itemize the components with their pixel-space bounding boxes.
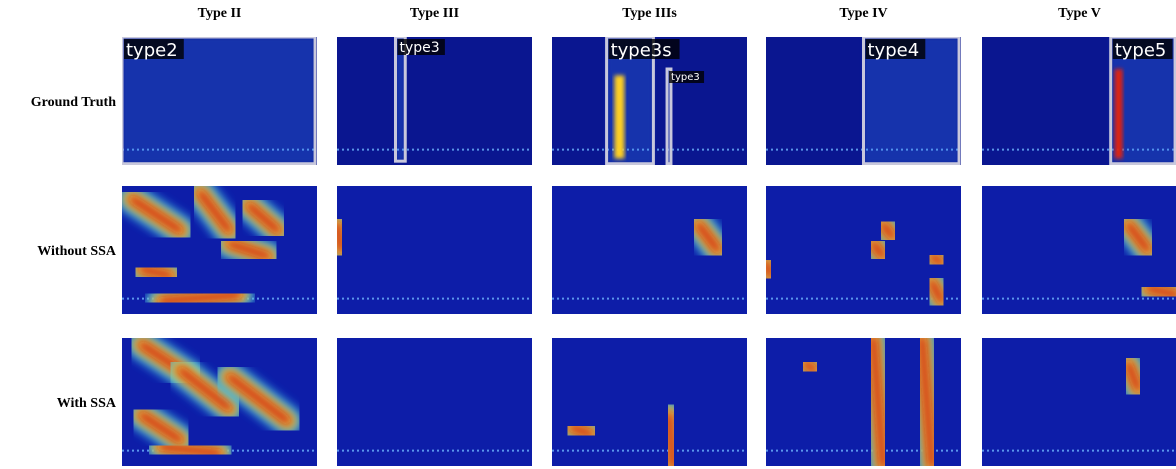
heatmap-panel: type3 (337, 37, 532, 165)
heatmap-panel: type2 (122, 37, 317, 165)
heatmap-panel (982, 186, 1176, 314)
column-header: Type II (198, 6, 242, 21)
annotation-label: type2 (126, 40, 178, 61)
row-label: Without SSA (37, 244, 117, 259)
annotation-box (394, 37, 407, 163)
annotation-box (665, 67, 673, 165)
column-header: Type IIIs (622, 6, 677, 21)
annotation-box (1109, 37, 1176, 165)
column-header: Type V (1058, 6, 1101, 21)
heatmap-panel (766, 186, 961, 314)
heatmap-panel (982, 338, 1176, 466)
heatmap-panel (337, 186, 532, 314)
column-header: Type IV (839, 6, 887, 21)
annotation-label: type3s (611, 40, 672, 61)
heatmap-panel (552, 186, 747, 314)
annotation-label: type4 (868, 40, 920, 61)
heatmap-panel: type4 (766, 37, 961, 165)
heatmap-panel (552, 338, 747, 466)
annotation-label: type3 (400, 40, 440, 56)
row-label: With SSA (57, 396, 117, 411)
row-label: Ground Truth (31, 95, 116, 110)
annotation-box (862, 37, 961, 165)
heatmap-panel (122, 338, 317, 466)
column-header: Type III (410, 6, 459, 21)
annotation-box (122, 37, 317, 165)
heatmap-panel: type3s type3 (552, 37, 747, 165)
annotation-label: type3 (671, 72, 700, 83)
heatmap-panel (122, 186, 317, 314)
annotation-box (605, 37, 655, 165)
heatmap-panel (766, 338, 961, 466)
heatmap-panel (337, 338, 532, 466)
heatmap-panel: type5 (982, 37, 1176, 165)
annotation-label: type5 (1115, 40, 1167, 61)
